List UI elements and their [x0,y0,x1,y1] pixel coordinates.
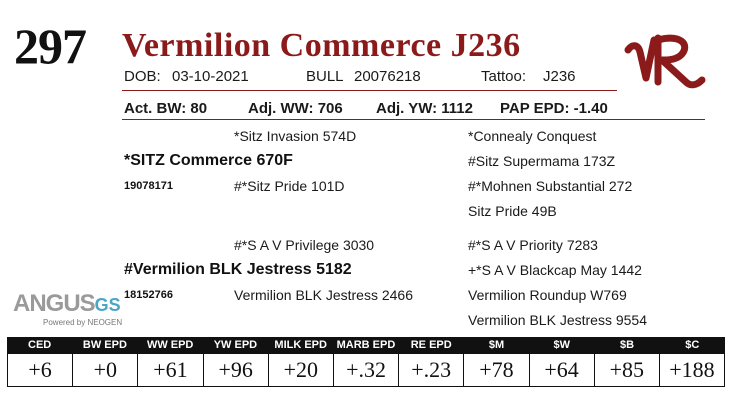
tattoo-label: Tattoo: [481,68,527,85]
angus-logo-sub: Powered by NEOGEN [43,318,123,327]
actual-bw: Act. BW: 80 [124,100,208,117]
sex-value: BULL [306,68,344,85]
epd-header-yw: YW EPD [213,339,258,351]
angus-gs-logo: ANGUSGS Powered by NEOGEN [13,290,122,327]
epd-header-re: RE EPD [410,339,452,351]
dam-registration: 18152766 [124,289,173,301]
dam-dam-dam: Vermilion BLK Jestress 9554 [468,312,647,328]
epd-header-row: CED BW EPD WW EPD YW EPD MILK EPD MARB E… [7,337,725,354]
epd-value-c: +188 [660,354,726,386]
pap-epd: PAP EPD: -1.40 [500,100,608,117]
sire-sire: *Sitz Invasion 574D [234,128,357,144]
dob-label: DOB: [124,68,161,85]
epd-value-b: +85 [595,354,660,386]
epd-header-ced: CED [28,339,52,351]
epd-value-milk: +20 [269,354,334,386]
angus-logo-word: ANGUS [13,290,96,317]
sire-dam: #*Sitz Pride 101D [234,178,345,194]
dam-sire-dam: +*S A V Blackcap May 1442 [468,262,642,278]
sire-registration: 19078171 [124,180,173,192]
tattoo-value: J236 [543,68,576,85]
epd-header-ww: WW EPD [146,339,194,351]
dam-dam-sire: Vermilion Roundup W769 [468,287,627,303]
epd-value-re: +.23 [399,354,465,386]
lot-number: 297 [14,18,87,74]
dam-dam: Vermilion BLK Jestress 2466 [234,287,413,303]
adjusted-ww: Adj. WW: 706 [248,100,343,117]
animal-name: Vermilion Commerce J236 [122,27,521,64]
adjusted-yw: Adj. YW: 1112 [376,100,473,117]
epd-value-yw: +96 [204,354,269,386]
epd-header-marb: MARB EPD [336,339,396,351]
epd-value-bw: +0 [73,354,139,386]
vr-brand-icon [624,34,706,89]
epd-header-b: $B [619,339,635,351]
dam-name: #Vermilion BLK Jestress 5182 [124,261,352,278]
epd-value-w: +64 [530,354,595,386]
dam-sire-sire: #*S A V Priority 7283 [468,237,598,253]
epd-header-w: $W [553,339,571,351]
sire-dam-sire: #*Mohnen Substantial 272 [468,178,633,194]
epd-value-marb: +.32 [334,354,400,386]
dob-value: 03-10-2021 [172,68,249,85]
sire-dam-dam: Sitz Pride 49B [468,203,557,219]
epd-header-m: $M [488,339,505,351]
header-rule-bottom [122,119,705,120]
epd-value-ww: +61 [138,354,204,386]
sire-name: *SITZ Commerce 670F [124,152,293,169]
header-rule-top [122,90,617,91]
dam-sire: #*S A V Privilege 3030 [234,237,375,253]
epd-header-c: $C [685,339,700,351]
sire-sire-dam: #Sitz Supermama 173Z [468,153,616,169]
epd-header-bw: BW EPD [82,339,127,351]
sire-sire-sire: *Connealy Conquest [468,128,597,144]
registration-number: 20076218 [354,68,421,85]
epd-value-row: +6 +0 +61 +96 +20 +.32 +.23 +78 +64 +85 … [7,354,726,387]
epd-table: CED BW EPD WW EPD YW EPD MILK EPD MARB E… [7,337,726,387]
angus-logo-gs: GS [94,295,121,315]
epd-value-ced: +6 [8,354,74,386]
epd-value-m: +78 [464,354,530,386]
epd-header-milk: MILK EPD [274,339,327,351]
